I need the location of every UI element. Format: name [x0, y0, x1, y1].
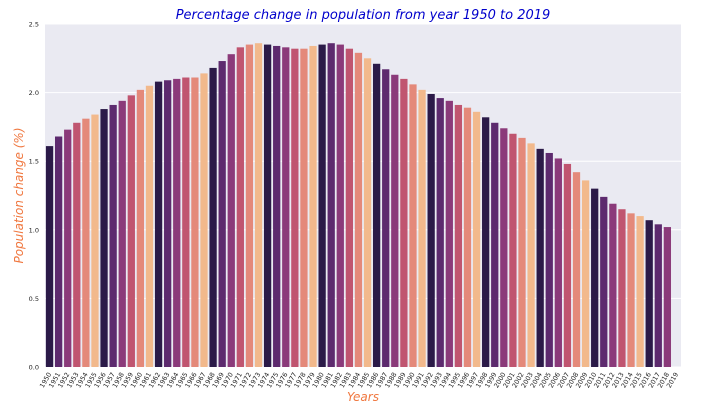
bar-1979: [309, 45, 317, 368]
y-tick-label: 1.0: [29, 226, 39, 234]
bar-1971: [236, 47, 244, 367]
bar-1968: [209, 67, 217, 368]
bar-1985: [363, 58, 372, 368]
bar-1986: [372, 63, 381, 368]
bar-2014: [627, 213, 635, 367]
bar-2001: [509, 133, 517, 367]
bar-1951: [54, 136, 63, 367]
bar-2018: [663, 227, 672, 367]
bar-2009: [581, 180, 590, 367]
y-tick-label: 2.0: [29, 89, 39, 97]
bar-2015: [636, 216, 644, 367]
bar-2005: [545, 152, 553, 367]
bar-1981: [327, 43, 335, 367]
bar-2006: [554, 158, 562, 367]
y-tick-label: 0.5: [29, 295, 39, 303]
bar-1969: [218, 61, 226, 367]
bar-1965: [182, 77, 190, 368]
bar-1996: [463, 107, 472, 367]
bar-2010: [591, 188, 599, 367]
bar-1993: [436, 98, 444, 367]
bar-1975: [273, 45, 281, 368]
bar-2000: [500, 128, 508, 367]
bar-1952: [64, 129, 72, 367]
bar-1983: [345, 48, 354, 368]
bar-1997: [472, 111, 481, 367]
y-tick-label: 1.5: [29, 158, 39, 166]
bar-1998: [482, 117, 490, 368]
bar-1991: [418, 89, 426, 367]
bar-2002: [518, 137, 526, 367]
bar-1978: [300, 48, 308, 368]
bar-1994: [445, 100, 453, 367]
bar-2013: [618, 209, 626, 367]
bar-2003: [527, 143, 535, 367]
bar-1999: [491, 122, 499, 367]
y-tick-labels: 0.0 0.5 1.0 1.5 2.0 2.5: [29, 21, 39, 372]
bars: [45, 43, 672, 368]
bar-1988: [391, 74, 399, 367]
bar-1973: [254, 43, 263, 367]
bar-1960: [136, 89, 145, 367]
bar-1958: [118, 100, 126, 367]
x-axis-label: Years: [347, 390, 379, 404]
bar-2007: [563, 163, 572, 367]
bar-1955: [91, 114, 99, 367]
bar-1987: [382, 69, 390, 367]
bar-1956: [100, 109, 108, 368]
bar-1950: [45, 146, 54, 367]
bar-1992: [427, 93, 435, 368]
x-tick-labels: 1950195119521953195419551956195719581959…: [38, 371, 680, 389]
bar-1963: [164, 80, 172, 367]
bar-2017: [654, 224, 662, 367]
bar-1989: [400, 78, 408, 367]
y-tick-label: 0.0: [29, 364, 39, 372]
bar-1980: [318, 44, 326, 368]
bar-1984: [354, 52, 363, 367]
bar-2012: [609, 203, 617, 367]
bar-1977: [291, 48, 299, 368]
bar-1974: [263, 44, 272, 368]
bar-1990: [409, 84, 417, 368]
bar-1953: [73, 122, 81, 367]
bar-1962: [154, 81, 163, 368]
y-axis-label: Population change (%): [12, 127, 26, 263]
bar-2008: [572, 172, 581, 367]
chart-title: Percentage change in population from yea…: [176, 8, 551, 23]
bar-2016: [645, 220, 653, 367]
bar-1967: [200, 73, 208, 367]
bar-1966: [191, 77, 199, 368]
bar-1982: [336, 44, 344, 368]
bar-2004: [536, 148, 544, 367]
bar-1954: [82, 118, 90, 367]
bar-1961: [145, 85, 154, 368]
bar-1970: [227, 54, 235, 368]
bar-2011: [600, 196, 608, 367]
bar-1972: [245, 44, 254, 368]
bar-1959: [127, 95, 135, 368]
bar-1995: [454, 104, 463, 367]
bar-1957: [109, 104, 117, 367]
bar-1964: [173, 78, 181, 367]
y-tick-label: 2.5: [29, 21, 39, 29]
bar-1976: [282, 47, 290, 367]
